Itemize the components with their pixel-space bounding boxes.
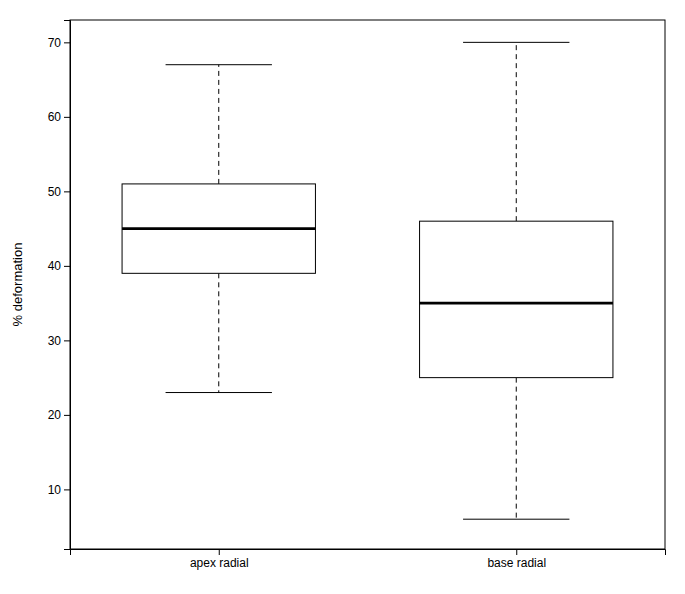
tick-mark [64,266,70,267]
tick-label: 50 [48,185,62,199]
tick: base radial [487,549,546,570]
tick-mark [64,489,70,490]
tick: apex radial [190,549,249,570]
median [122,227,315,230]
box-group [420,42,613,519]
tick-label: apex radial [190,556,249,570]
tick: 60 [48,110,70,124]
box-group [122,65,315,393]
boxes [122,42,613,519]
tick-label: 40 [48,259,62,273]
whisker-high [218,65,219,184]
tick-label: 70 [48,36,62,50]
tick: 30 [48,334,70,348]
tick-mark [64,415,70,416]
median [420,302,613,305]
tick: 10 [48,483,70,497]
tick-mark [64,42,70,43]
cap-low [166,392,272,393]
tick: 20 [48,408,70,422]
cap-low [463,519,569,520]
y-axis-title: % deformation [10,243,25,327]
x-axis: apex radial base radial [71,549,666,570]
box [420,221,613,377]
tick: 50 [48,185,70,199]
tick-mark [64,340,70,341]
y-axis: 10 20 30 40 50 60 70 [48,21,71,550]
whisker-low [516,378,517,520]
tick: 40 [48,259,70,273]
tick-mark [219,549,220,555]
tick-mark [64,117,70,118]
tick-mark [64,191,70,192]
box [122,184,315,273]
whisker-high [516,42,517,221]
chart: 10 20 30 40 50 60 70 apex radial base radial % de… [0,0,685,594]
cap-high [463,42,569,43]
tick-label: 60 [48,110,62,124]
axis-line [71,550,666,556]
tick-label: base radial [487,556,546,570]
plot-area: 10 20 30 40 50 60 70 apex radial base radial % de… [10,20,666,570]
tick-label: 20 [48,408,62,422]
axis-line [64,21,71,550]
tick-mark [516,549,517,555]
tick: 70 [48,36,70,50]
whisker-low [218,273,219,392]
plot-frame [70,20,665,549]
tick-label: 10 [48,483,62,497]
cap-high [166,64,272,65]
tick-label: 30 [48,334,62,348]
